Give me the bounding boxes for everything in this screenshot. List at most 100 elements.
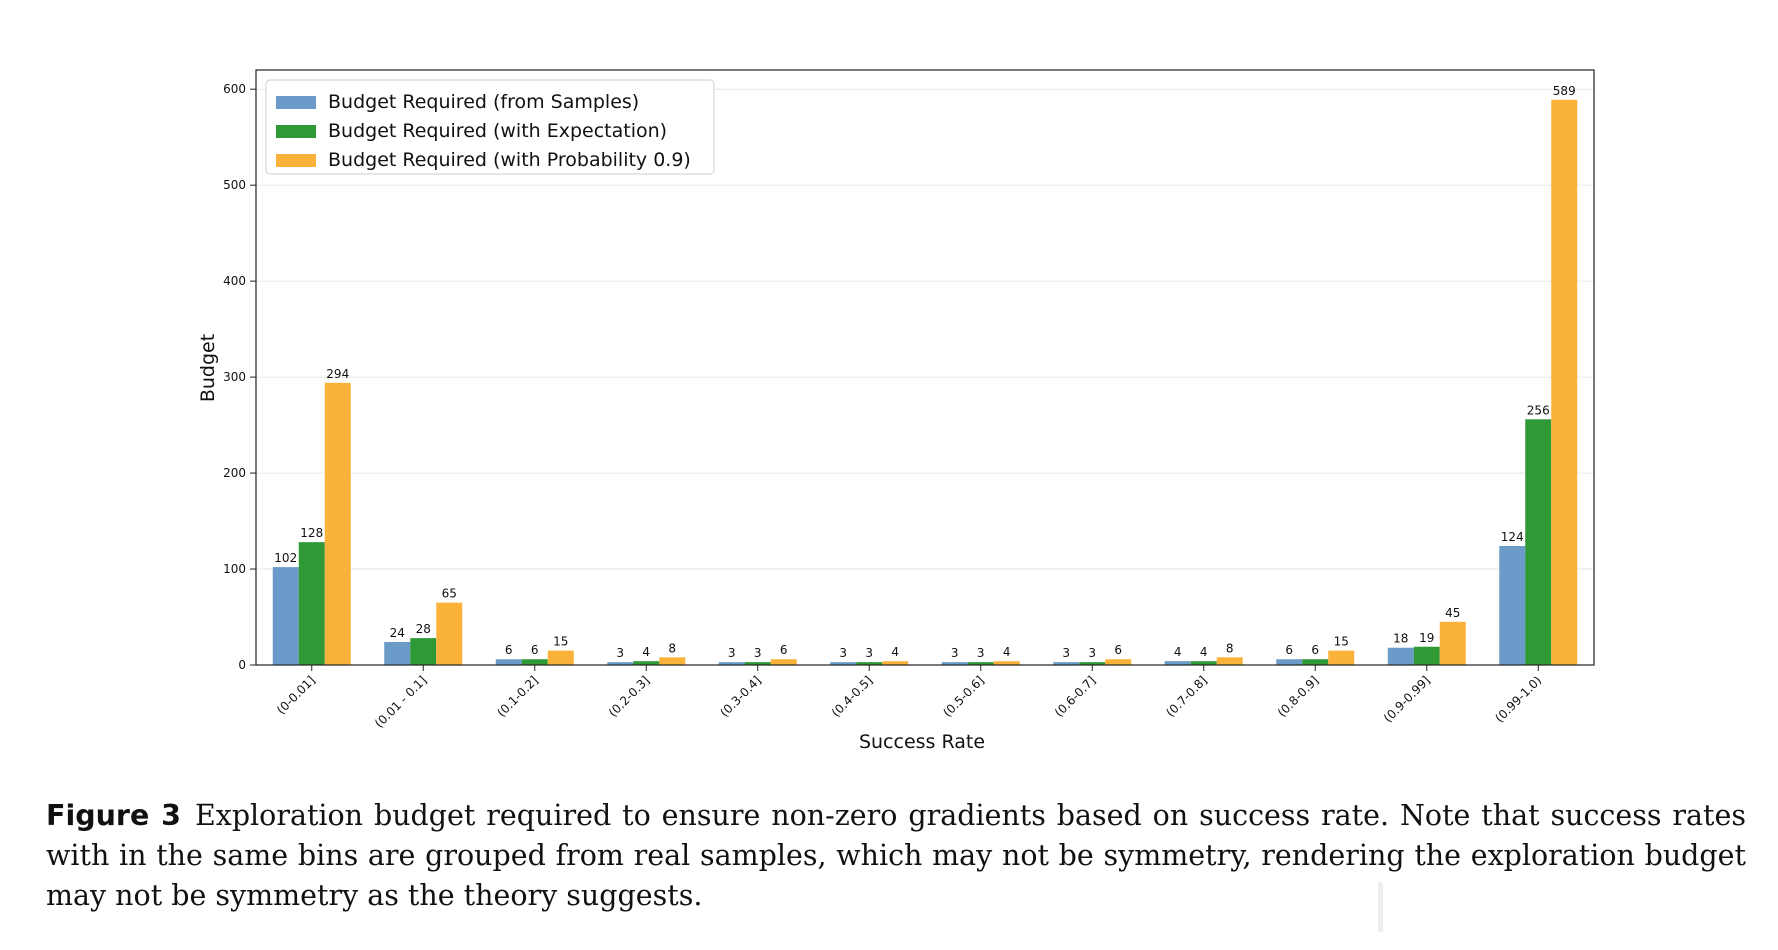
figure-caption-text: Exploration budget required to ensure no…: [46, 799, 1746, 912]
bar: [384, 641, 411, 665]
bar: [770, 659, 797, 665]
x-tick-label: (0.4-0.5]: [829, 673, 876, 720]
bar: [298, 542, 325, 665]
bar: [495, 659, 522, 665]
bar-value-label: 6: [1114, 643, 1122, 657]
bar-value-label: 294: [326, 367, 349, 381]
bar-value-label: 19: [1419, 631, 1434, 645]
watermark-decoration: [1378, 882, 1383, 932]
bar: [547, 650, 574, 665]
bar-value-label: 589: [1553, 84, 1576, 98]
bar-value-label: 45: [1445, 606, 1460, 620]
y-tick-label: 600: [223, 82, 246, 96]
x-tick-label: (0.2-0.3]: [606, 673, 653, 720]
y-tick-label: 500: [223, 178, 246, 192]
bar-value-label: 3: [1062, 646, 1070, 660]
y-tick-label: 400: [223, 274, 246, 288]
bar: [1413, 646, 1440, 665]
bar: [941, 662, 968, 665]
x-tick-label: (0.01 - 0.1]: [372, 673, 429, 730]
bar: [633, 661, 660, 665]
bar: [272, 567, 299, 665]
bar-value-label: 128: [300, 526, 323, 540]
y-tick-label: 200: [223, 466, 246, 480]
bar: [1302, 659, 1329, 665]
figure-caption: Figure 3 Exploration budget required to e…: [46, 796, 1746, 916]
bar-value-label: 24: [390, 626, 405, 640]
legend-swatch: [276, 125, 316, 138]
bar-value-label: 6: [1285, 643, 1293, 657]
bar-value-label: 3: [616, 646, 624, 660]
bar: [410, 638, 437, 665]
bar: [744, 662, 771, 665]
bar-value-label: 256: [1527, 403, 1550, 417]
x-tick-label: (0.7-0.8]: [1163, 673, 1210, 720]
bar-value-label: 124: [1501, 530, 1524, 544]
x-tick-label: (0.6-0.7]: [1052, 673, 1099, 720]
bar-value-label: 4: [1174, 645, 1182, 659]
x-tick-label: (0-0.01]: [274, 673, 318, 717]
bar-value-label: 4: [1003, 645, 1011, 659]
bar-value-label: 4: [1200, 645, 1208, 659]
bar-value-label: 4: [642, 645, 650, 659]
bars: [272, 99, 1578, 665]
bar: [1190, 661, 1217, 665]
legend-box: [265, 79, 715, 175]
bar: [1387, 647, 1414, 665]
bar: [1105, 659, 1132, 665]
bar-value-label: 4: [891, 645, 899, 659]
bar-value-label: 15: [1334, 635, 1349, 649]
bar-value-label: 8: [1226, 641, 1234, 655]
x-tick-label: (0.99-1.0): [1492, 673, 1544, 725]
plot-frame: [255, 69, 1595, 666]
bar-value-label: 102: [274, 551, 297, 565]
bar-value-label: 3: [839, 646, 847, 660]
y-tick-label: 100: [223, 562, 246, 576]
x-tick-label: (0.5-0.6]: [940, 673, 987, 720]
x-tick-label: (0.1-0.2]: [494, 673, 541, 720]
x-tick-label: (0.9-0.99]: [1381, 673, 1433, 725]
x-axis-label: Success Rate: [859, 731, 985, 753]
y-tick-label: 0: [238, 658, 246, 672]
bar: [1328, 650, 1355, 665]
bar-value-label: 18: [1393, 632, 1408, 646]
bar: [967, 662, 994, 665]
legend-entry: Budget Required (with Expectation): [328, 120, 667, 142]
bar: [436, 602, 463, 665]
bar-value-label: 15: [553, 635, 568, 649]
bar: [1499, 546, 1526, 665]
bar: [882, 661, 909, 665]
legend-swatch: [276, 154, 316, 167]
legend: Budget Required (from Samples) Budget Req…: [265, 79, 715, 175]
bar: [1216, 657, 1243, 665]
bar-value-label: 3: [1088, 646, 1096, 660]
bar-value-label: 3: [865, 646, 873, 660]
bar: [1164, 661, 1191, 665]
bar: [1525, 419, 1552, 665]
bar-value-label: 6: [505, 643, 513, 657]
bar-value-label: 6: [1311, 643, 1319, 657]
x-tick-label: (0.3-0.4]: [717, 673, 764, 720]
bar-value-label: 6: [780, 643, 788, 657]
y-tick-label: 300: [223, 370, 246, 384]
bar: [1551, 99, 1578, 665]
bar-value-label: 28: [416, 622, 431, 636]
bar-value-label: 6: [531, 643, 539, 657]
bar: [324, 382, 351, 665]
bar: [607, 662, 634, 665]
y-axis-label: Budget: [197, 334, 219, 402]
bar: [718, 662, 745, 665]
bar: [659, 657, 686, 665]
bar-value-label: 3: [951, 646, 959, 660]
bar-value-label: 3: [977, 646, 985, 660]
bar-value-label: 8: [668, 641, 676, 655]
bar: [1439, 621, 1466, 665]
legend-entry: Budget Required (from Samples): [328, 91, 639, 113]
legend-entry: Budget Required (with Probability 0.9): [328, 149, 691, 171]
bar: [1053, 662, 1080, 665]
bar: [1276, 659, 1303, 665]
bar: [1079, 662, 1106, 665]
bar-value-label: 3: [728, 646, 736, 660]
